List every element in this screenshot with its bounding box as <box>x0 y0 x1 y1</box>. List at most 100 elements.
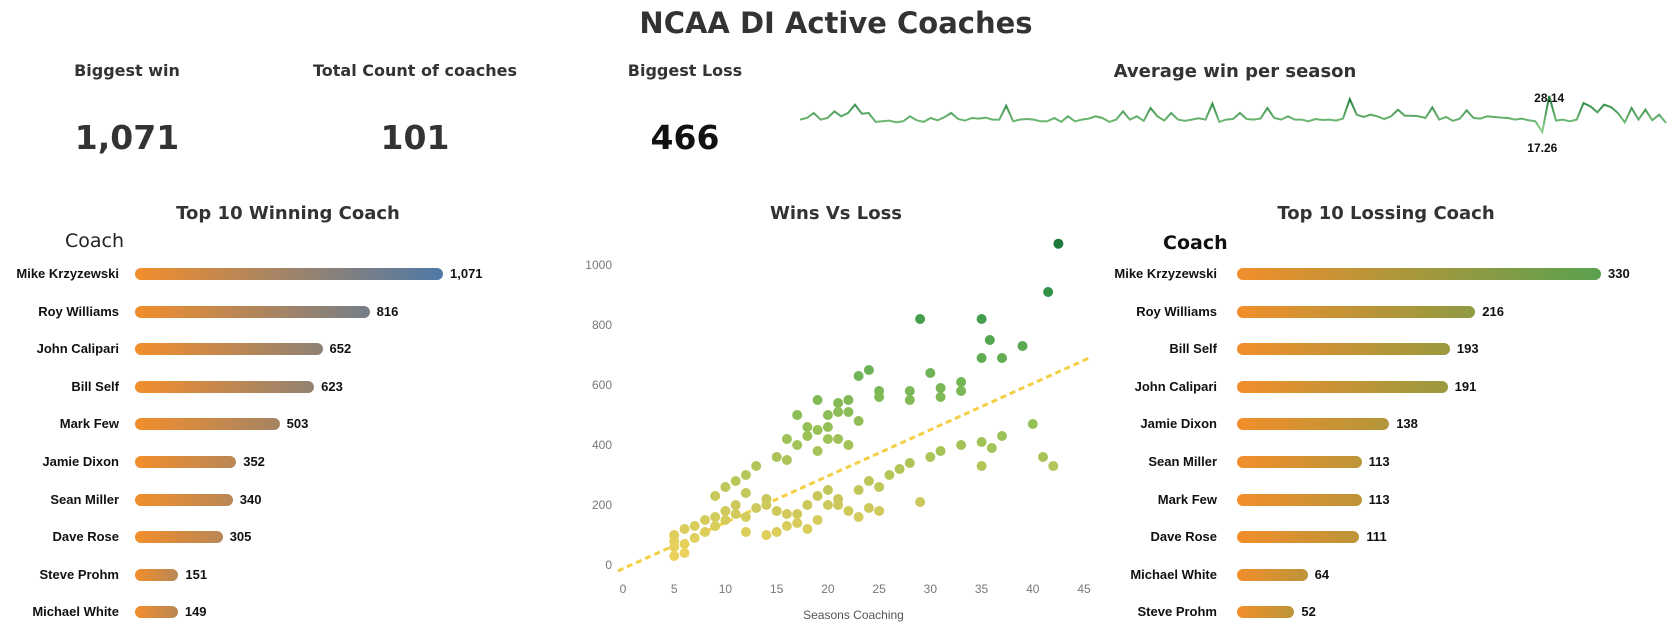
scatter-point <box>843 407 854 417</box>
loss-bar <box>1237 343 1450 356</box>
scatter-point <box>781 521 792 531</box>
scatter-point <box>956 377 967 387</box>
loss-category-label: Michael White <box>1130 566 1217 582</box>
scatter-point <box>976 461 987 471</box>
scatter-point <box>669 542 680 552</box>
win-bar <box>135 268 443 280</box>
scatter-point <box>904 458 915 468</box>
win-bar <box>135 606 178 619</box>
scatter-point <box>740 488 751 498</box>
win-category-label: Jamie Dixon <box>42 454 119 469</box>
scatter-point <box>843 395 854 405</box>
scatter-point <box>751 461 762 471</box>
scatter-point <box>915 314 926 324</box>
scatter-point <box>904 386 915 396</box>
scatter-point <box>984 335 995 345</box>
avg-win-sparkline: 28.14 17.26 <box>800 91 1667 155</box>
scatter-point <box>802 524 813 534</box>
win-category-label: Michael White <box>32 604 119 620</box>
scatter-point <box>874 482 885 492</box>
scatter-point <box>853 512 864 522</box>
loss-category-label: Mike Krzyzewski <box>1114 266 1217 281</box>
win-category-label: Mike Krzyzewski <box>16 266 119 281</box>
scatter-point <box>822 500 833 510</box>
scatter-point <box>812 425 823 435</box>
sparkline-min-label: 17.26 <box>1527 141 1557 155</box>
scatter-point <box>976 353 987 363</box>
scatter-point <box>833 434 844 444</box>
scatter-x-tick-label: 5 <box>671 582 678 596</box>
scatter-title: Wins Vs Loss <box>770 203 902 224</box>
scatter-point <box>976 437 987 447</box>
scatter-point <box>771 506 782 516</box>
scatter-point <box>679 548 690 558</box>
scatter-x-axis-label: Seasons Coaching <box>803 608 904 622</box>
biggest-loss-value: 466 <box>650 118 720 157</box>
scatter-point <box>792 509 803 519</box>
scatter-point <box>822 485 833 495</box>
scatter-point <box>781 455 792 465</box>
loss-bar <box>1237 456 1362 468</box>
scatter-point <box>771 527 782 537</box>
loss-bar <box>1237 531 1360 544</box>
scatter-point <box>863 503 874 513</box>
win-category-label: Roy Williams <box>38 303 119 319</box>
scatter-point <box>833 407 844 417</box>
scatter-point <box>935 392 946 402</box>
scatter-point <box>710 491 721 501</box>
wins-vs-loss-scatter: 0 200 400 600 800 1000 0 5 10 15 20 25 30 35 40 45 Seas… <box>585 238 1091 622</box>
win-value-label: 816 <box>376 303 399 319</box>
loss-category-label: Sean Miller <box>1148 454 1217 469</box>
scatter-point <box>730 476 741 486</box>
scatter-point <box>740 512 751 522</box>
scatter-x-tick-label: 15 <box>770 582 784 596</box>
win-category-label: Sean Miller <box>50 491 119 507</box>
loss-category-label: Jamie Dixon <box>1140 416 1217 432</box>
scatter-point <box>1038 452 1048 462</box>
loss-value-label: 191 <box>1454 378 1477 394</box>
scatter-point <box>822 434 833 444</box>
win-value-label: 503 <box>286 416 309 432</box>
win-bar <box>135 305 370 318</box>
scatter-point <box>761 500 772 510</box>
total-count-value: 101 <box>380 118 450 157</box>
loss-value-label: 330 <box>1608 266 1630 281</box>
win-category-label: Bill Self <box>71 378 119 394</box>
scatter-point <box>833 500 844 510</box>
loss-bar <box>1237 606 1295 619</box>
scatter-point <box>812 395 823 405</box>
scatter-point <box>669 551 680 561</box>
win-bar <box>135 343 323 356</box>
scatter-point <box>812 491 823 501</box>
loss-category-label: John Calipari <box>1134 378 1217 394</box>
scatter-y-tick-label: 600 <box>592 378 612 392</box>
scatter-point <box>792 518 803 528</box>
loss-value-label: 52 <box>1301 604 1316 620</box>
scatter-y-tick-label: 400 <box>592 438 612 452</box>
win-bar <box>135 493 233 506</box>
win-value-label: 352 <box>243 454 265 469</box>
win-bar <box>135 531 223 544</box>
loss-bar <box>1237 568 1308 581</box>
scatter-point <box>935 383 946 393</box>
scatter-point <box>853 485 864 495</box>
scatter-point <box>730 509 741 519</box>
scatter-point <box>1053 238 1064 249</box>
loss-value-label: 138 <box>1396 416 1418 432</box>
scatter-x-tick-label: 45 <box>1077 582 1091 596</box>
scatter-y-tick-label: 1000 <box>585 258 612 272</box>
scatter-point <box>812 515 823 525</box>
scatter-point <box>853 371 864 381</box>
trend-line <box>617 356 1090 573</box>
scatter-point <box>1043 287 1054 297</box>
win-value-label: 305 <box>229 529 252 545</box>
scatter-point <box>792 440 803 450</box>
loss-bar <box>1237 268 1601 280</box>
scatter-y-tick-label: 800 <box>592 318 612 332</box>
scatter-x-tick-label: 30 <box>924 582 938 596</box>
scatter-point <box>956 386 967 396</box>
scatter-point <box>1048 461 1059 471</box>
loss-bar <box>1237 418 1390 431</box>
biggest-win-value: 1,071 <box>74 118 180 157</box>
scatter-point <box>802 500 813 510</box>
